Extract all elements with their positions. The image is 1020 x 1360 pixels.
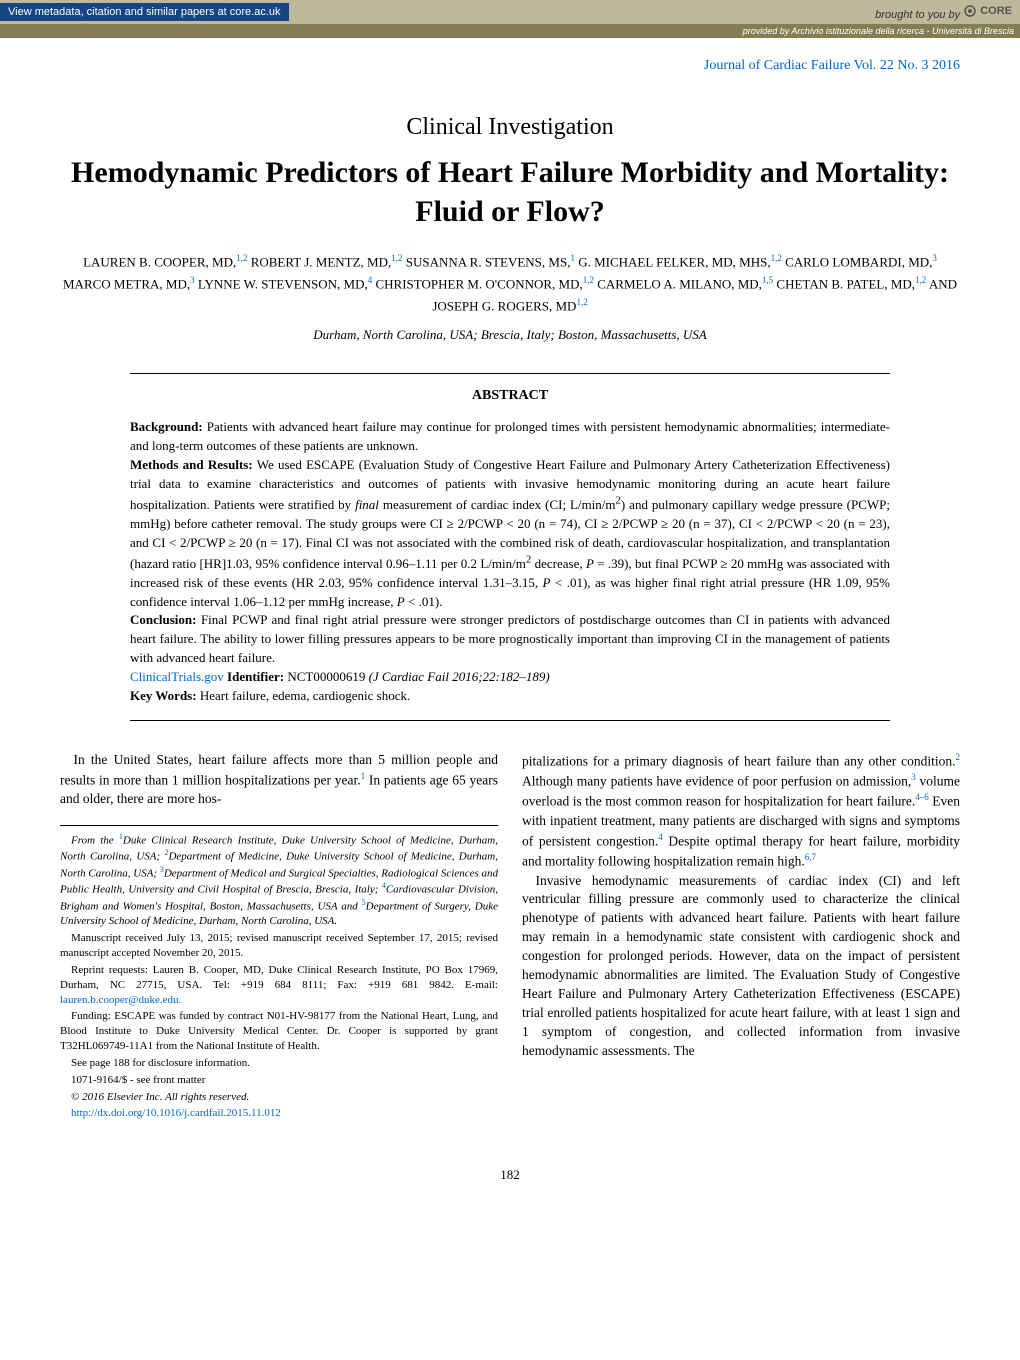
page-number: 182 bbox=[0, 1143, 1020, 1195]
metadata-link[interactable]: View metadata, citation and similar pape… bbox=[0, 3, 289, 21]
article-type: Clinical Investigation bbox=[60, 114, 960, 141]
abstract-section: ABSTRACT Background: Patients with advan… bbox=[130, 373, 890, 720]
left-column: In the United States, heart failure affe… bbox=[60, 751, 498, 1124]
journal-citation: Journal of Cardiac Failure Vol. 22 No. 3… bbox=[0, 38, 1020, 74]
body-paragraph: In the United States, heart failure affe… bbox=[60, 751, 498, 809]
author-email[interactable]: lauren.b.cooper@duke.edu. bbox=[60, 994, 181, 1006]
clinicaltrials-link[interactable]: ClinicalTrials.gov bbox=[130, 669, 224, 684]
core-logo[interactable]: CORE bbox=[963, 4, 1012, 18]
body-paragraph: Invasive hemodynamic measurements of car… bbox=[522, 872, 960, 1061]
affiliation-locations: Durham, North Carolina, USA; Brescia, It… bbox=[60, 327, 960, 343]
body-paragraph: pitalizations for a primary diagnosis of… bbox=[522, 751, 960, 872]
doi-link[interactable]: http://dx.doi.org/10.1016/j.cardfail.201… bbox=[71, 1107, 281, 1119]
abstract-heading: ABSTRACT bbox=[130, 388, 890, 404]
right-column: pitalizations for a primary diagnosis of… bbox=[522, 751, 960, 1124]
metadata-topbar: View metadata, citation and similar pape… bbox=[0, 0, 1020, 24]
body-columns: In the United States, heart failure affe… bbox=[60, 751, 960, 1124]
article-title: Hemodynamic Predictors of Heart Failure … bbox=[60, 153, 960, 231]
core-attribution: brought to you by CORE bbox=[875, 4, 1020, 21]
provided-by-bar: provided by Archivio istituzionale della… bbox=[0, 24, 1020, 38]
author-list: LAUREN B. COOPER, MD,1,2 ROBERT J. MENTZ… bbox=[60, 251, 960, 317]
abstract-body: Background: Patients with advanced heart… bbox=[130, 418, 890, 705]
footnotes: From the 1Duke Clinical Research Institu… bbox=[60, 825, 498, 1121]
